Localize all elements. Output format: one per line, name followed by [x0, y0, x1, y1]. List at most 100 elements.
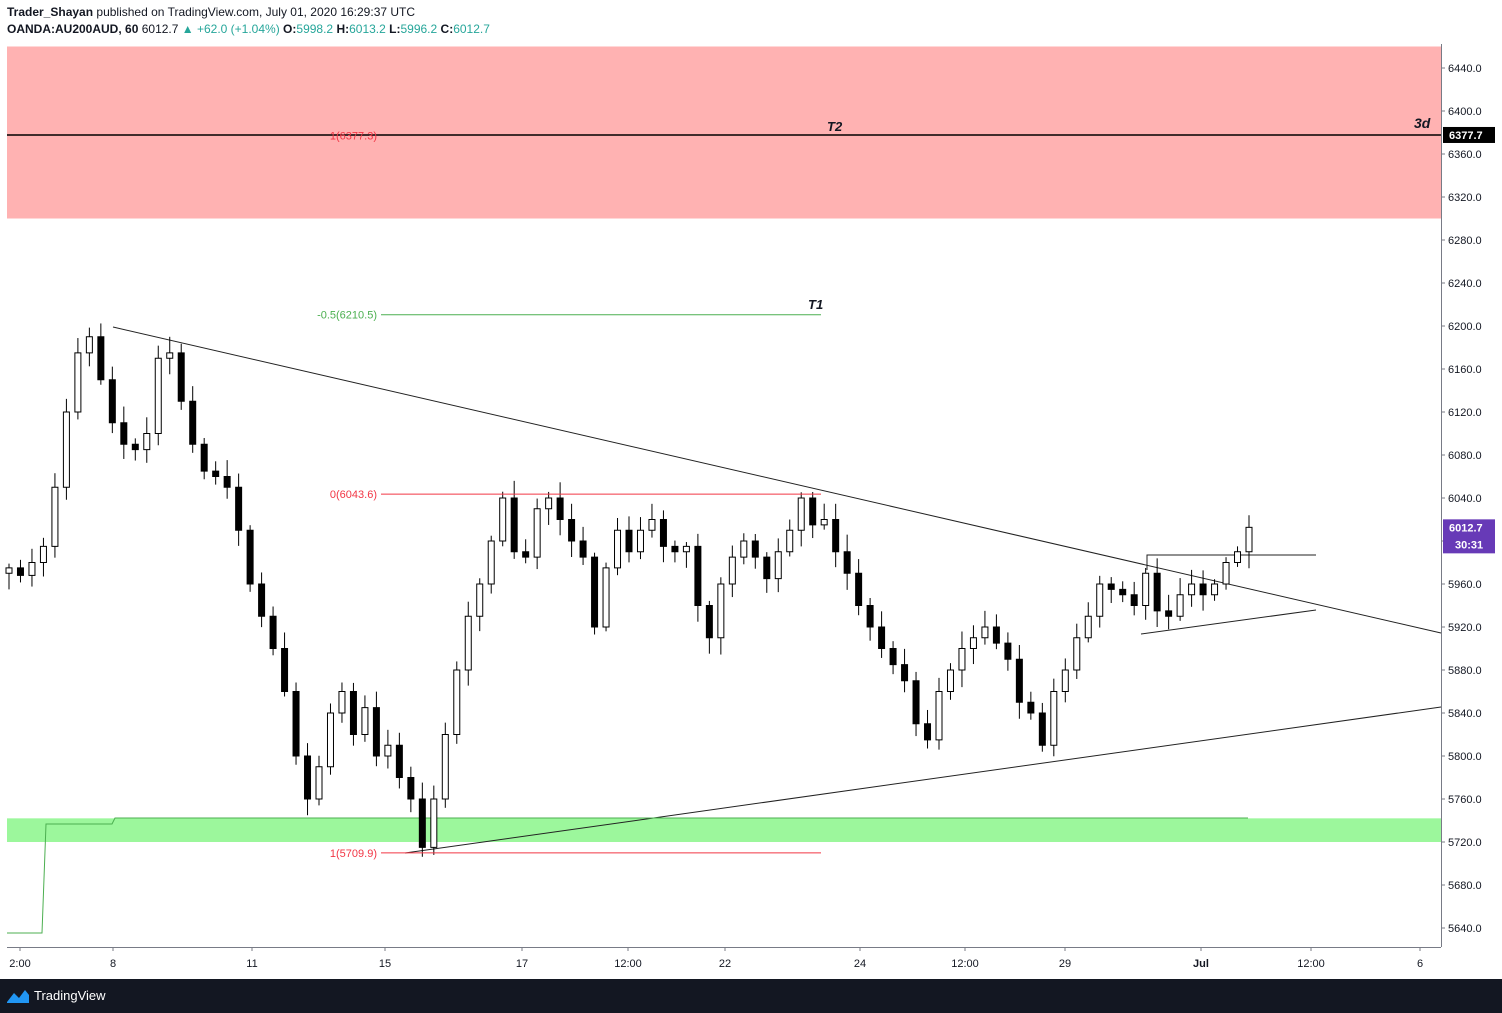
annotation-t1: T1	[808, 297, 823, 312]
candle-body	[614, 529, 622, 569]
candle-body	[728, 556, 736, 585]
open-label: O:	[283, 22, 297, 36]
price-change: ▲ +62.0 (+1.04%)	[181, 22, 280, 36]
ascending-trendline	[404, 706, 1442, 854]
candle-body	[1119, 588, 1127, 596]
candle-body	[1234, 551, 1242, 563]
candle-body	[476, 583, 484, 617]
candle-body	[809, 497, 817, 526]
candle-body	[487, 540, 495, 585]
candle-body	[591, 556, 599, 628]
candle-body	[1096, 583, 1104, 617]
candle-body	[120, 422, 128, 445]
price-zones	[7, 46, 1441, 842]
candle-body	[924, 723, 932, 741]
price-axis[interactable]: 5640.0 5680.0 5720.0 5760.0 5800.0 5840.0 5880…	[1441, 63, 1495, 935]
candle-body	[510, 497, 518, 553]
y-tick-label: 5840.0	[1448, 708, 1482, 720]
candle-body	[579, 540, 587, 558]
y-tick-label: 5960.0	[1448, 579, 1482, 591]
flag-lower-line	[1140, 609, 1317, 635]
candle-body	[16, 567, 24, 576]
tradingview-logo-icon[interactable]	[6, 987, 30, 1005]
last-price: 6012.7	[141, 22, 179, 36]
candle-body	[694, 545, 702, 606]
candle-body	[154, 357, 162, 434]
last-price-label: 6012.7	[1449, 522, 1483, 534]
candle-body	[464, 615, 472, 671]
candle-body	[407, 777, 415, 800]
y-tick-label: 6040.0	[1448, 493, 1482, 505]
fib-levels[interactable]: -0.5(6210.5) 0(6043.6) 1(5709.9) 1(6377.3)	[317, 130, 821, 860]
candle-body	[430, 798, 438, 848]
fib-label: 0(6043.6)	[330, 489, 377, 501]
candle-body	[1050, 691, 1058, 746]
green-step-line	[7, 817, 1248, 934]
candle-body	[212, 470, 220, 477]
candle-body	[889, 648, 897, 666]
candle-body	[866, 605, 874, 628]
candle-body	[1211, 583, 1219, 596]
candle-body	[108, 379, 116, 424]
candle-body	[292, 691, 300, 757]
candle-body	[51, 486, 59, 547]
candle-body	[246, 529, 254, 585]
price-chart[interactable]: -0.5(6210.5)0(6043.6)1(5709.9)1(6377.3) …	[0, 0, 1502, 979]
candle-body	[223, 476, 231, 488]
candle-body	[568, 519, 576, 542]
candle-body	[1176, 594, 1184, 617]
candle-body	[820, 519, 828, 526]
candle-body	[28, 562, 36, 576]
candle-body	[269, 615, 277, 649]
fib-label: -0.5(6210.5)	[317, 310, 377, 322]
candle-body	[384, 744, 392, 757]
author-name[interactable]: Trader_Shayan	[7, 5, 94, 19]
candle-body	[258, 583, 266, 617]
candle-body	[1073, 637, 1081, 671]
candle-body	[740, 540, 748, 558]
fib-label: 1(6377.3)	[330, 130, 377, 142]
candle-body	[97, 336, 105, 381]
x-tick-label: 12:00	[614, 958, 642, 970]
annotation-3d: 3d	[1414, 115, 1431, 131]
x-tick-label: 17	[516, 958, 528, 970]
candle-body	[682, 545, 690, 553]
candle-body	[1245, 526, 1253, 553]
y-tick-label: 6120.0	[1448, 407, 1482, 419]
x-tick-label: 12:00	[951, 958, 979, 970]
candle-body	[1165, 610, 1173, 617]
candle-body	[5, 567, 13, 574]
descending-trendline	[112, 326, 1442, 634]
candle-body	[1107, 583, 1115, 590]
candle-body	[315, 766, 323, 800]
candle-body	[843, 551, 851, 574]
candle-body	[1061, 669, 1069, 692]
y-tick-label: 6080.0	[1448, 450, 1482, 462]
trendlines[interactable]	[7, 326, 1442, 934]
candle-body	[1142, 572, 1150, 606]
y-tick-label: 6240.0	[1448, 278, 1482, 290]
candle-body	[625, 529, 633, 553]
candle-body	[1084, 615, 1092, 639]
open-value: 5998.2	[296, 22, 334, 36]
y-tick-label: 6200.0	[1448, 321, 1482, 333]
candle-body	[441, 734, 449, 800]
y-tick-label: 5640.0	[1448, 923, 1482, 935]
y-tick-label: 5720.0	[1448, 837, 1482, 849]
candle-body	[912, 680, 920, 725]
candle-body	[774, 551, 782, 580]
x-tick-label: 22	[719, 958, 731, 970]
symbol-name[interactable]: OANDA:AU200AUD, 60	[7, 22, 139, 36]
y-tick-label: 6280.0	[1448, 235, 1482, 247]
candle-body	[946, 669, 954, 692]
x-tick-label: 8	[110, 958, 116, 970]
candle-body	[981, 626, 989, 639]
resistance-zone	[7, 46, 1441, 219]
candle-body	[499, 497, 507, 542]
brand-name[interactable]: TradingView	[34, 988, 106, 1003]
time-axis[interactable]: 2:00 8 11 15 17 12:00 22 24 12:00 29 Jul 12:00 6	[9, 947, 1423, 970]
high-label: H:	[336, 22, 350, 36]
candle-body	[85, 336, 93, 354]
candle-body	[1199, 583, 1207, 596]
close-label: C:	[440, 22, 454, 36]
